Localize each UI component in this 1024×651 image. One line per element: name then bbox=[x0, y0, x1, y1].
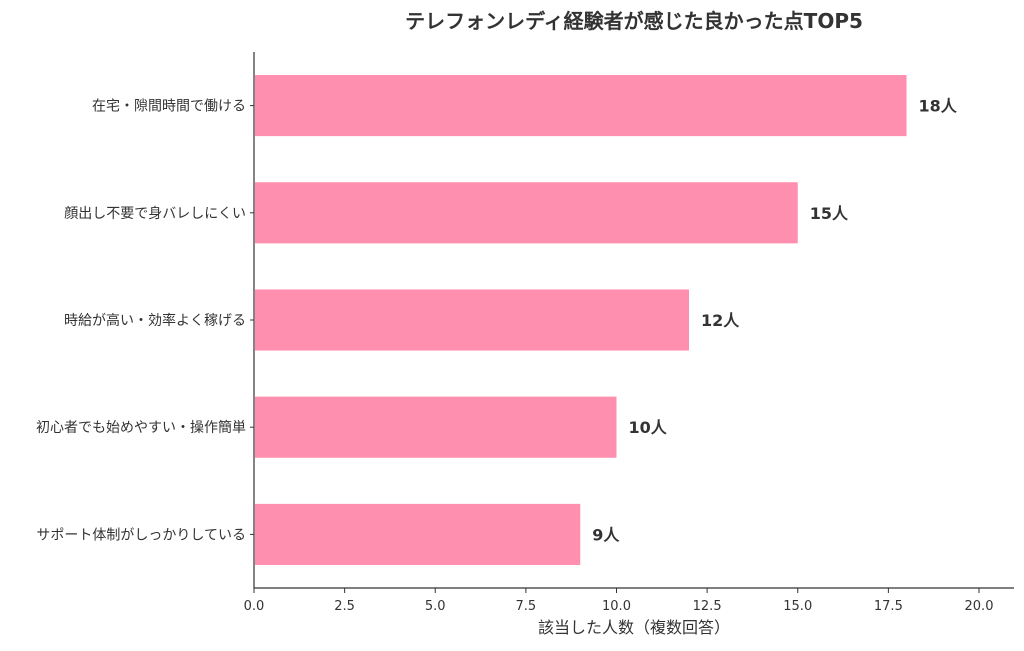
data-labels: 18人 15人 12人 10人 9人 bbox=[592, 97, 958, 545]
x-tick-label-2: 2.5 bbox=[334, 599, 355, 614]
x-tick-label-6: 12.5 bbox=[693, 599, 722, 614]
category-label-3: 時給が高い・効率よく稼げる bbox=[64, 312, 246, 329]
x-tick-label-1: 0.0 bbox=[244, 599, 265, 614]
bars-layer bbox=[255, 75, 907, 565]
bar-2 bbox=[255, 182, 798, 244]
category-label-4: 初心者でも始めやすい・操作簡単 bbox=[36, 419, 246, 436]
bar-4 bbox=[255, 396, 617, 458]
x-tick-label-8: 17.5 bbox=[874, 599, 903, 614]
category-label-1: 在宅・隙間時間で働ける bbox=[92, 99, 246, 115]
bar-5 bbox=[255, 503, 581, 565]
x-tick-label-7: 15.0 bbox=[783, 599, 812, 614]
x-axis-label: 該当した人数（複数回答） bbox=[538, 618, 730, 637]
category-label-2: 顔出し不要で身バレしにくい bbox=[64, 206, 246, 222]
x-tick-label-5: 10.0 bbox=[602, 599, 631, 614]
data-label-5: 9人 bbox=[592, 525, 620, 544]
x-tick-label-9: 20.0 bbox=[965, 599, 994, 614]
x-tick-label-3: 5.0 bbox=[425, 599, 446, 614]
axes: 0.0 2.5 5.0 7.5 10.0 12.5 15.0 17.5 20.0 bbox=[244, 52, 1014, 614]
x-tick-label-4: 7.5 bbox=[516, 599, 537, 614]
category-label-5: サポート体制がしっかりしている bbox=[36, 527, 246, 543]
chart-title: テレフォンレディ経験者が感じた良かった点TOP5 bbox=[405, 9, 863, 33]
data-label-3: 12人 bbox=[701, 311, 740, 330]
data-label-1: 18人 bbox=[919, 97, 958, 116]
category-labels: 在宅・隙間時間で働ける顔出し不要で身バレしにくい時給が高い・効率よく稼げる初心者… bbox=[36, 99, 246, 544]
data-label-2: 15人 bbox=[810, 204, 849, 223]
bar-3 bbox=[255, 289, 689, 351]
bar-1 bbox=[255, 75, 907, 137]
data-label-4: 10人 bbox=[629, 418, 668, 437]
